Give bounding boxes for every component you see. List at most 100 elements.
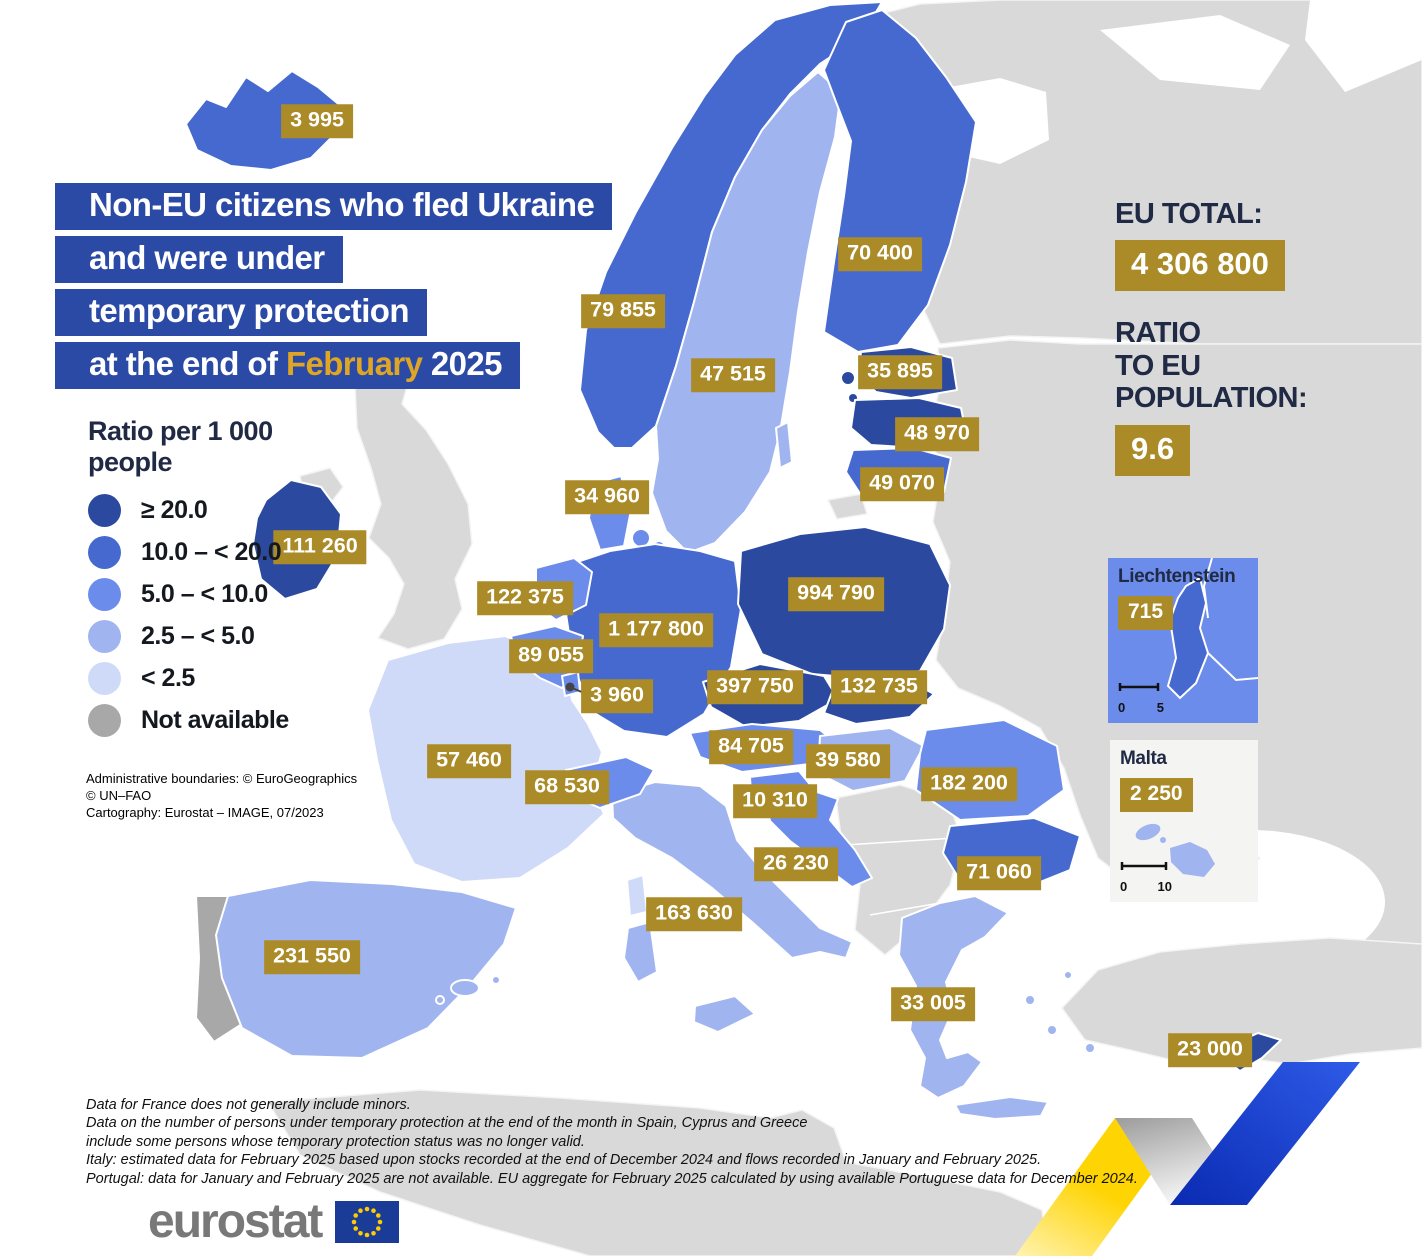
bulgaria-value-badge: 71 060 xyxy=(957,856,1041,890)
text-line: POPULATION: xyxy=(1115,382,1308,415)
attribution: Administrative boundaries: © EuroGeograp… xyxy=(86,770,357,821)
balkans-border-1 xyxy=(844,837,956,846)
ukraine-ribbon xyxy=(1015,1062,1360,1256)
scalebar-icon xyxy=(1120,862,1168,870)
inset-border-switzerland xyxy=(1202,558,1213,619)
slovakia-value-badge: 132 735 xyxy=(831,670,927,704)
czechia-value-badge: 397 750 xyxy=(707,670,803,704)
title-month-highlight: February xyxy=(285,345,423,382)
mallorca-island xyxy=(450,979,480,997)
liechtenstein-scalebar: 0 5 xyxy=(1118,681,1164,715)
austria-value-badge: 84 705 xyxy=(709,730,793,764)
legend-color-dot xyxy=(88,536,121,570)
title-line: Non-EU citizens who fled Ukraine xyxy=(55,183,613,230)
ratio-value-badge: 9.6 xyxy=(1115,424,1191,476)
eu-total-label: EU TOTAL: xyxy=(1115,198,1263,230)
scalebar-labels: 0 10 xyxy=(1120,879,1172,894)
legend-item: 5.0 – < 10.0 xyxy=(88,578,289,612)
poland-value-badge: 994 790 xyxy=(788,577,884,611)
legend-heading-line2: people xyxy=(88,447,173,478)
switzerland-value-badge: 68 530 xyxy=(525,770,609,804)
legend-item: Not available xyxy=(88,704,289,738)
menorca-island xyxy=(491,975,501,985)
eu-total-value-badge: 4 306 800 xyxy=(1115,240,1285,292)
legend-item-label: 2.5 – < 5.0 xyxy=(141,622,255,651)
text-line: Data on the number of persons under temp… xyxy=(86,1115,808,1132)
france-value-badge: 57 460 xyxy=(427,744,511,778)
gotland-island xyxy=(775,421,793,469)
legend-item: 2.5 – < 5.0 xyxy=(88,620,289,654)
legend-item: ≥ 20.0 xyxy=(88,494,289,528)
legend-heading: Ratio per 1 000 people xyxy=(88,416,289,478)
text-line: Data for France does not generally inclu… xyxy=(86,1097,411,1113)
ribbon-blue-band xyxy=(1170,1062,1360,1205)
legend-item-label: 10.0 – < 20.0 xyxy=(141,538,282,567)
title-last-year: 2025 xyxy=(422,345,503,382)
country-italy xyxy=(611,781,853,959)
barents-sea-inlet xyxy=(1100,15,1290,90)
title-line: and were under xyxy=(55,236,343,283)
eu-stats: EU TOTAL: 4 306 800 RATIO TO EU POPULATION… xyxy=(1115,198,1395,476)
text-line: © UN–FAO xyxy=(86,788,152,804)
text-line: Italy: estimated data for February 2025 … xyxy=(86,1152,1042,1169)
scalebar-icon xyxy=(1118,683,1160,691)
malta-island xyxy=(1170,842,1215,877)
corsica-island xyxy=(626,874,648,917)
eu-flag-icon xyxy=(335,1201,400,1243)
eurostat-logo-text: eurostat xyxy=(148,1195,323,1248)
liechtenstein-label: Liechtenstein xyxy=(1118,566,1236,587)
comino-island xyxy=(1160,837,1166,843)
luxembourg-leader-dot xyxy=(565,682,575,692)
netherlands-value-badge: 122 375 xyxy=(477,581,573,615)
title-last-prefix: at the end of xyxy=(89,345,286,382)
legend-color-dot xyxy=(88,494,121,528)
title-lines: Non-EU citizens who fled Ukraine and were… xyxy=(55,183,613,336)
legend: Ratio per 1 000 people ≥ 20.0 10.0 – < 2… xyxy=(88,416,289,746)
country-united-kingdom xyxy=(354,357,473,650)
non-eu-land xyxy=(195,0,1422,1256)
legend-color-dot xyxy=(88,704,121,738)
scale-start: 0 xyxy=(1118,700,1126,715)
luxembourg-value-badge: 3 960 xyxy=(581,679,653,713)
iceland-value-badge: 3 995 xyxy=(281,104,353,138)
ratio-label: RATIO TO EU POPULATION: xyxy=(1115,317,1395,414)
legend-items: ≥ 20.0 10.0 – < 20.0 5.0 – < 10.0 2.5 – … xyxy=(88,494,289,738)
eurostat-logo: eurostat xyxy=(148,1195,400,1248)
belgium-value-badge: 89 055 xyxy=(509,639,593,673)
text-line: Administrative boundaries: © EuroGeograp… xyxy=(86,771,358,786)
malta-inset: Malta 2 250 0 10 xyxy=(1110,740,1258,902)
estonia-island-1 xyxy=(840,370,856,386)
kaliningrad xyxy=(827,493,868,520)
text-line: TO EU xyxy=(1115,349,1201,382)
germany-value-badge: 1 177 800 xyxy=(599,613,713,647)
liechtenstein-value-badge: 715 xyxy=(1118,596,1174,630)
norway-value-badge: 79 855 xyxy=(581,294,665,328)
legend-item-label: ≥ 20.0 xyxy=(141,496,208,525)
country-turkey xyxy=(1061,937,1422,1065)
malta-inset-map xyxy=(1135,823,1215,877)
liechtenstein-inset: Liechtenstein 715 0 5 xyxy=(1108,558,1258,723)
slovenia-value-badge: 10 310 xyxy=(733,784,817,818)
latvia-value-badge: 48 970 xyxy=(895,417,979,451)
legend-item: < 2.5 xyxy=(88,662,289,696)
north-africa xyxy=(267,1089,1049,1256)
liechtenstein-inset-map xyxy=(1166,558,1258,700)
country-iceland xyxy=(185,70,343,171)
country-liechtenstein xyxy=(1166,576,1210,700)
ireland-value-badge: 111 260 xyxy=(273,530,367,564)
ibiza-island xyxy=(435,995,445,1005)
gozo-island xyxy=(1135,823,1161,841)
title-line: temporary protection xyxy=(55,289,427,336)
country-sweden xyxy=(651,71,842,554)
aegean-island-2 xyxy=(1046,1024,1058,1036)
legend-item: 10.0 – < 20.0 xyxy=(88,536,289,570)
rhodes-island xyxy=(1084,1042,1096,1054)
finland-value-badge: 70 400 xyxy=(838,237,922,271)
malta-value-badge: 2 250 xyxy=(1120,778,1193,812)
title-line-last: at the end of February 2025 xyxy=(55,342,520,389)
malta-label: Malta xyxy=(1120,748,1167,769)
crete-island xyxy=(954,1096,1049,1120)
cyprus-value-badge: 23 000 xyxy=(1168,1033,1252,1067)
